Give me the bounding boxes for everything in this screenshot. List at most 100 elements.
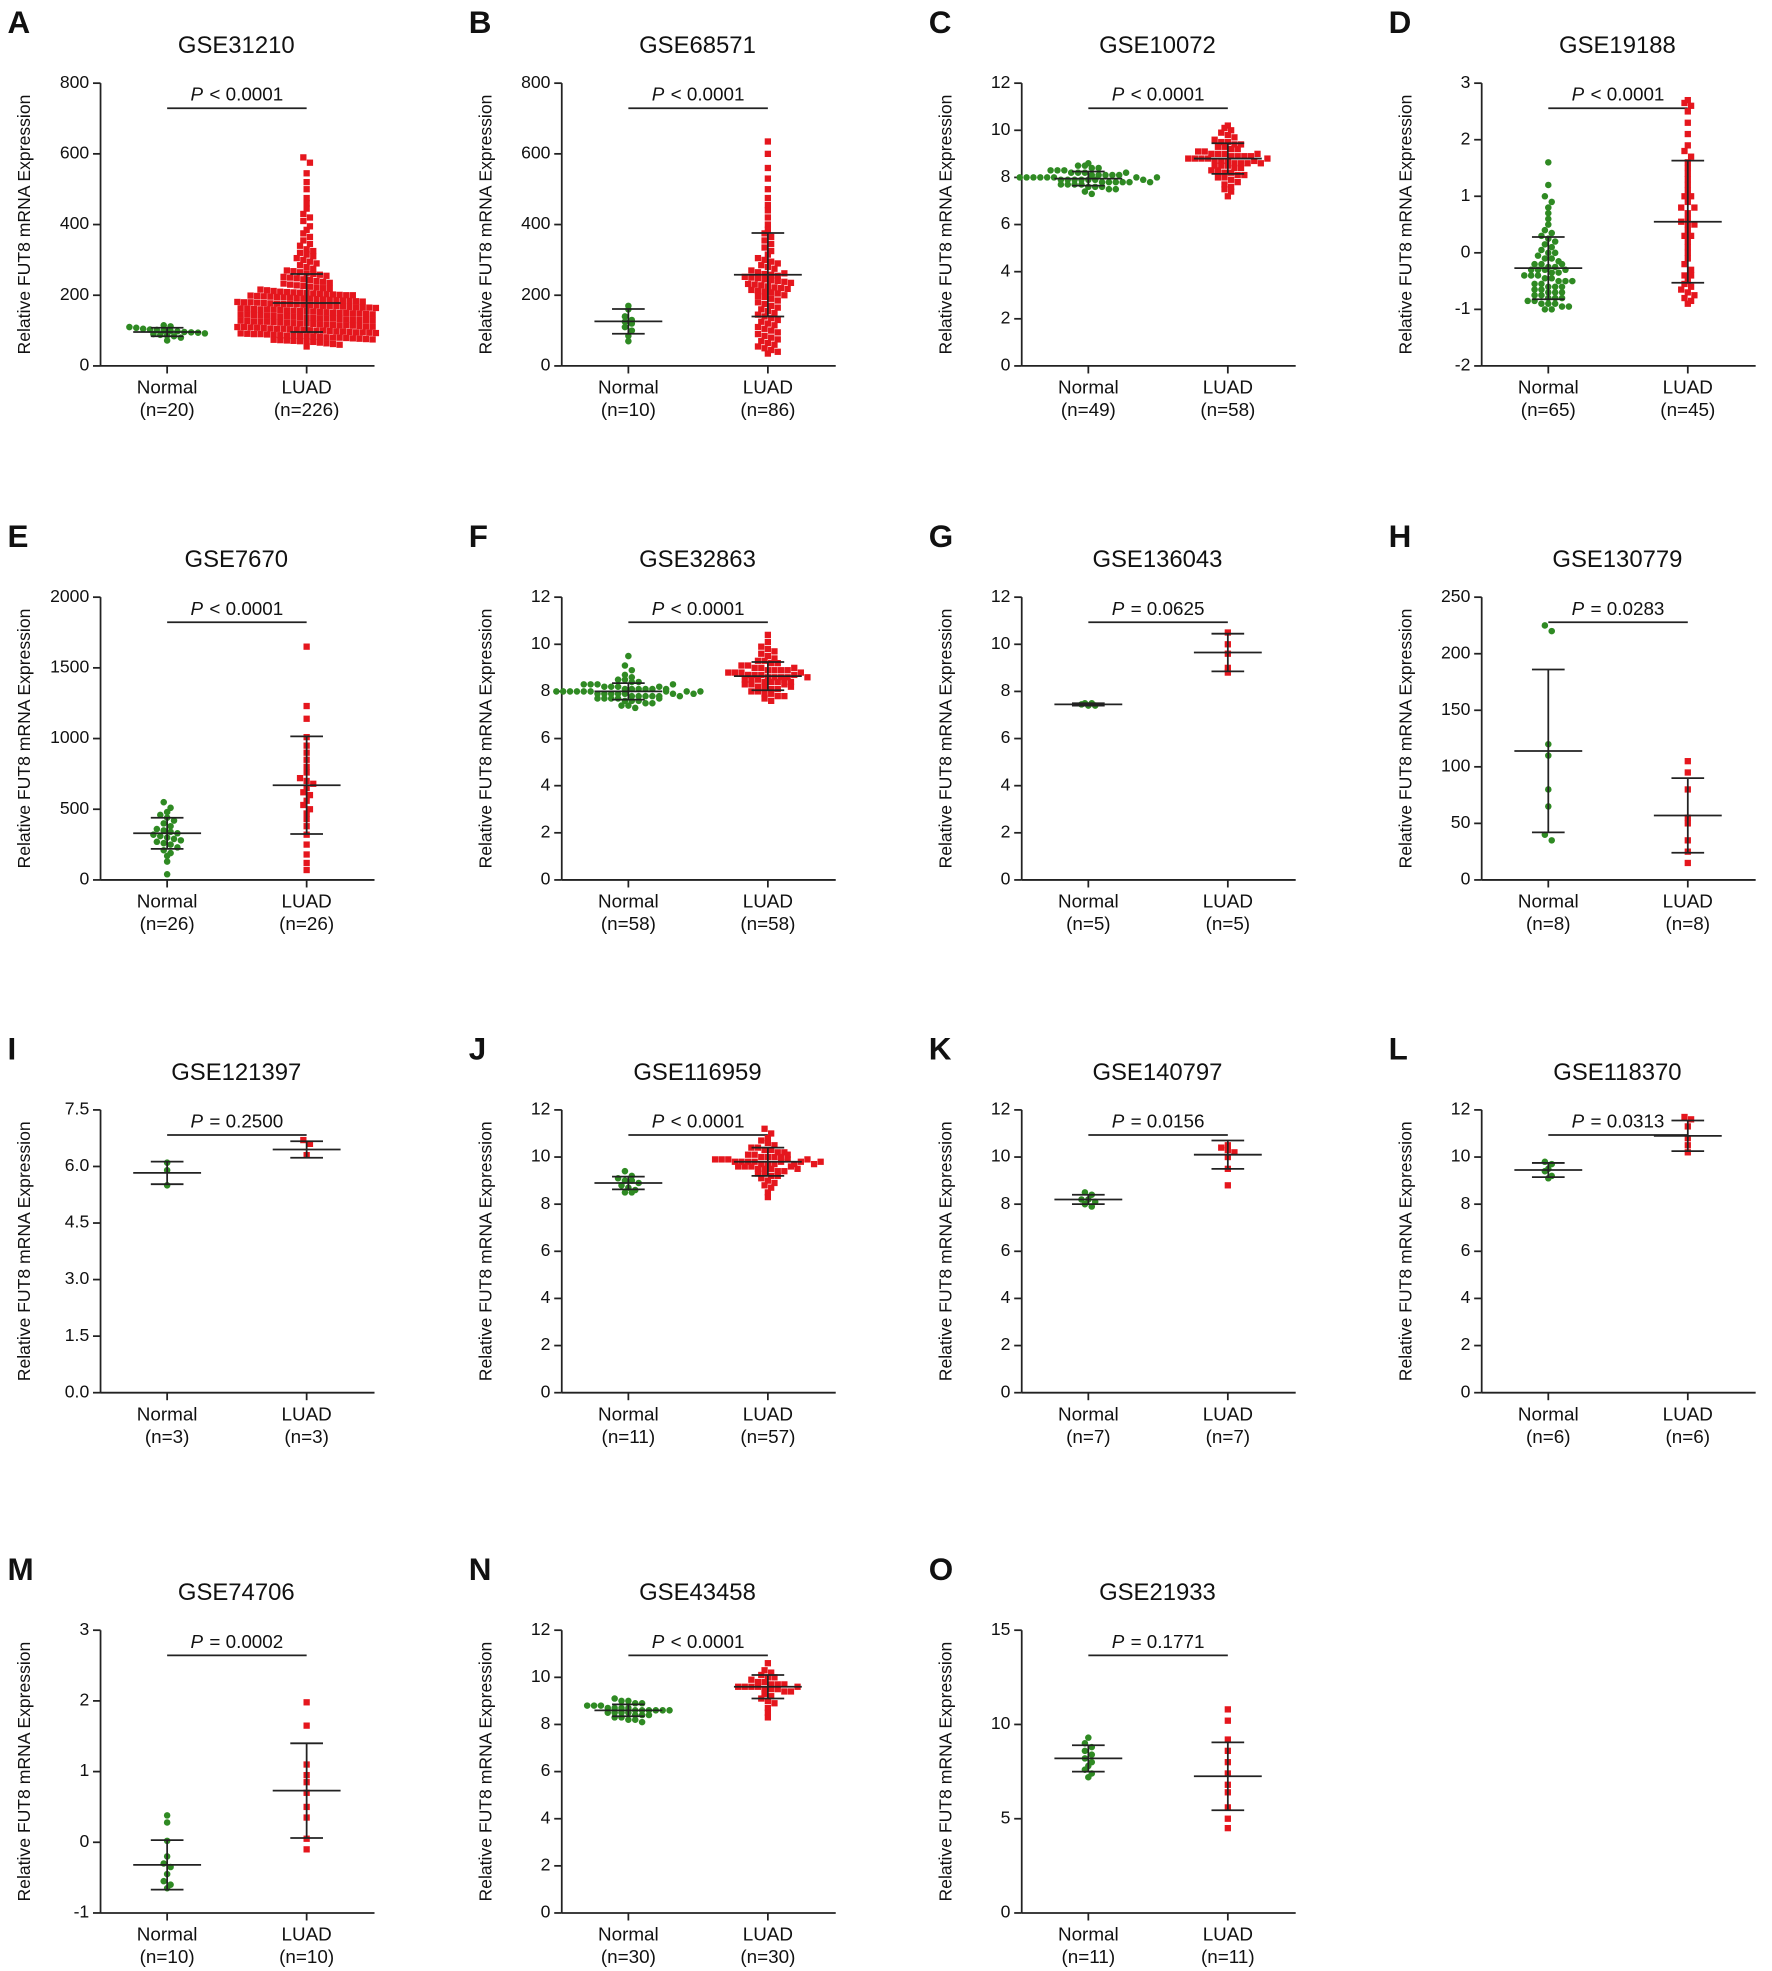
data-point [1548, 837, 1555, 844]
data-point [1687, 232, 1695, 239]
y-tick-label: 6 [1001, 727, 1011, 747]
data-point [748, 1144, 755, 1151]
data-point [587, 688, 594, 695]
panel: I GSE121397 Relative FUT8 mRNA Expression 0… [8, 1032, 375, 1447]
data-point [339, 328, 347, 335]
data-point [1538, 280, 1545, 288]
x-tick-label: Normal [1058, 891, 1119, 912]
data-point [758, 318, 765, 325]
x-tick-label: Normal [598, 1403, 659, 1424]
data-point [758, 1160, 765, 1168]
data-point [645, 1711, 653, 1719]
p-value: P < 0.0001 [652, 1631, 745, 1652]
data-point [741, 681, 748, 688]
data-point [1687, 1116, 1695, 1123]
data-point [257, 312, 264, 319]
data-point [1211, 162, 1218, 169]
data-point [764, 175, 772, 182]
y-tick-label: 4 [1001, 1287, 1011, 1307]
data-point [573, 688, 581, 695]
data-point [768, 1165, 775, 1172]
data-point [280, 280, 287, 287]
data-point [359, 329, 366, 336]
data-point [768, 1681, 775, 1688]
data-point [157, 811, 164, 819]
y-tick-label: 250 [1441, 586, 1471, 606]
data-point [754, 275, 762, 282]
data-point [163, 337, 171, 344]
data-point [1221, 143, 1228, 150]
data-point [764, 1139, 772, 1147]
data-point [1109, 171, 1116, 179]
data-point [300, 326, 307, 334]
data-point [280, 273, 287, 280]
data-point [296, 249, 304, 256]
group-count: (n=45) [1660, 399, 1715, 420]
data-point [1214, 150, 1222, 157]
data-point [1201, 148, 1208, 155]
data-point [352, 329, 360, 336]
data-point [751, 671, 758, 679]
data-point [310, 308, 317, 315]
data-point [774, 272, 781, 279]
data-point [362, 323, 370, 330]
data-point [1112, 178, 1120, 186]
data-point [296, 289, 304, 296]
data-point [1105, 178, 1113, 186]
data-point [306, 223, 314, 230]
y-tick-label: 8 [541, 1193, 551, 1213]
data-point [346, 297, 353, 305]
data-point [1085, 1734, 1092, 1741]
data-point [1221, 124, 1228, 132]
data-point [1221, 169, 1228, 176]
data-point [263, 312, 271, 319]
data-point [553, 688, 560, 695]
data-point [1531, 260, 1538, 268]
data-point [774, 336, 781, 343]
data-point [748, 286, 755, 294]
data-point [690, 690, 697, 698]
data-point [163, 858, 171, 865]
data-point [300, 256, 307, 264]
data-point [781, 270, 788, 277]
panel-letter: H [1389, 519, 1412, 554]
data-point [1538, 300, 1545, 307]
data-point [659, 1707, 666, 1714]
data-point [768, 1146, 775, 1154]
data-point [1227, 188, 1235, 195]
data-point [349, 322, 356, 329]
p-symbol: P [1572, 598, 1585, 619]
y-tick-label: 12 [1451, 1099, 1471, 1119]
y-tick-label: 6.0 [65, 1155, 90, 1175]
data-point [1551, 238, 1559, 245]
data-point [1254, 150, 1261, 157]
y-tick-label: 15 [991, 1619, 1011, 1639]
p-symbol: P [652, 1631, 665, 1652]
data-point [1146, 178, 1154, 186]
data-point [290, 313, 297, 320]
data-point [1088, 1751, 1096, 1758]
data-point [349, 310, 356, 317]
data-point [1224, 138, 1231, 146]
data-point [326, 279, 333, 287]
data-point [1548, 275, 1555, 282]
data-point [1224, 1717, 1231, 1724]
data-point [764, 339, 772, 347]
data-point [1678, 286, 1685, 293]
data-point [133, 324, 140, 332]
x-tick-label: LUAD [1203, 377, 1253, 398]
group-count: (n=11) [1062, 1946, 1116, 1967]
data-point [649, 699, 656, 707]
data-point [1545, 204, 1552, 211]
p-value: P = 0.0002 [191, 1631, 284, 1652]
panel-letter: J [469, 1032, 486, 1067]
data-point [1264, 155, 1271, 162]
data-point [139, 325, 147, 333]
data-point [160, 1877, 167, 1885]
data-point [296, 332, 304, 340]
data-point [303, 1846, 310, 1853]
data-point [611, 1695, 618, 1702]
y-tick-label: 0 [79, 355, 89, 375]
panel-letter: I [8, 1032, 17, 1067]
data-point [1208, 167, 1215, 174]
